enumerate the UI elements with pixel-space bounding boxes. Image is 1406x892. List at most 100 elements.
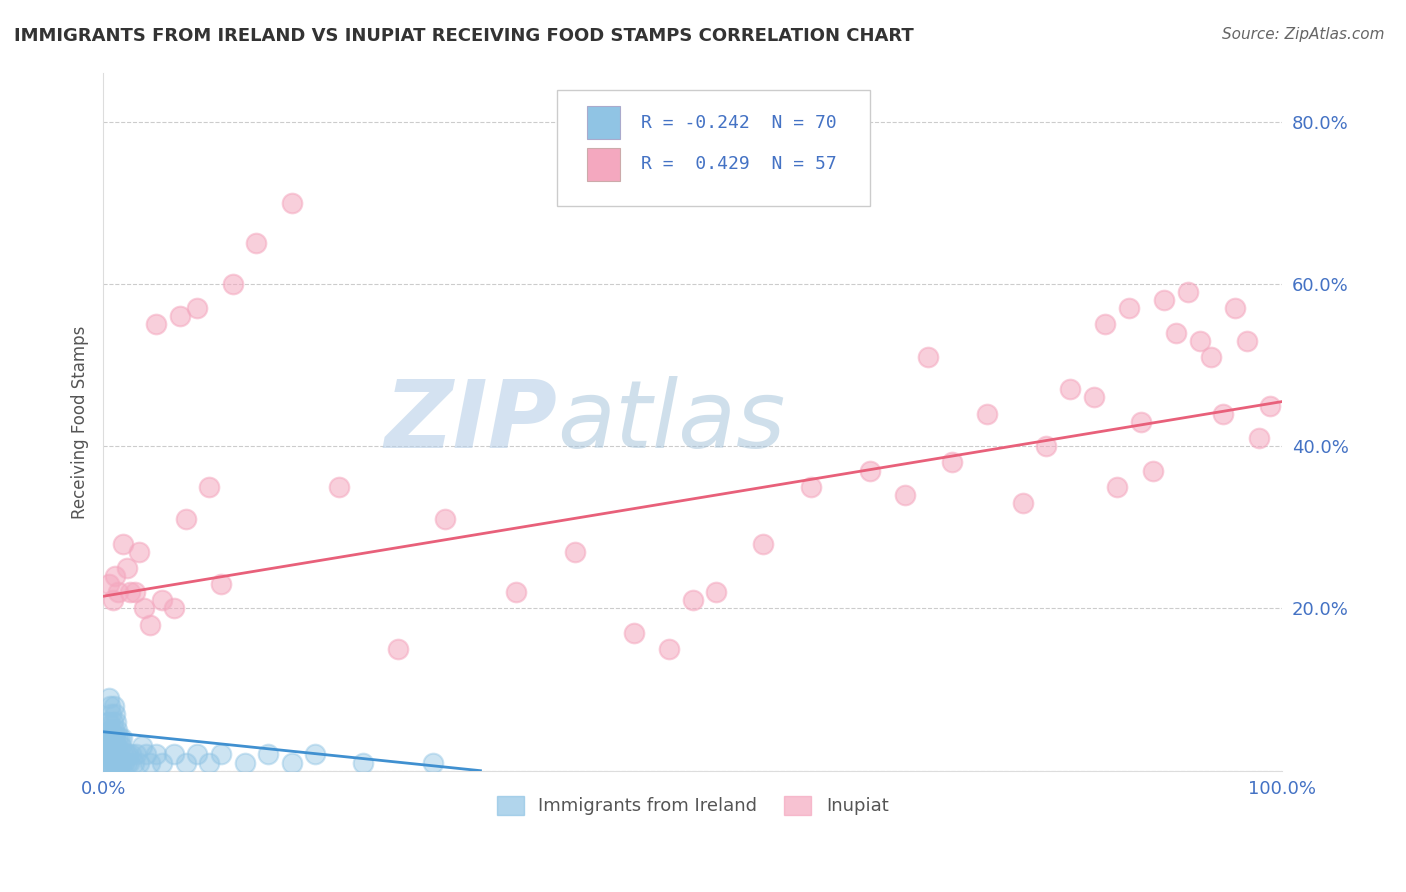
Point (658, 642, 681, 657)
Point (125, 747, 148, 762)
Point (98, 723, 121, 738)
Point (112, 756, 135, 770)
Point (281, 195, 304, 210)
Point (103, 723, 125, 738)
FancyBboxPatch shape (557, 90, 869, 205)
Point (422, 756, 444, 770)
Point (352, 756, 374, 770)
Point (98, 690, 121, 705)
Text: R =  0.429  N = 57: R = 0.429 N = 57 (641, 155, 837, 173)
Point (97, 714, 120, 729)
Point (682, 593, 704, 607)
Point (245, 236, 267, 251)
Point (101, 593, 124, 607)
Point (105, 756, 128, 770)
Point (120, 585, 142, 599)
Text: Source: ZipAtlas.com: Source: ZipAtlas.com (1222, 27, 1385, 42)
Point (387, 642, 409, 657)
Point (139, 617, 162, 632)
Legend: Immigrants from Ireland, Inupiat: Immigrants from Ireland, Inupiat (488, 787, 897, 824)
Point (105, 739, 128, 754)
Point (1118, 301, 1140, 316)
Point (98, 756, 121, 770)
Point (105, 756, 128, 770)
Point (1094, 318, 1116, 332)
Point (110, 756, 132, 770)
Point (115, 561, 138, 575)
Point (103, 698, 125, 713)
Point (97, 739, 120, 754)
Point (222, 277, 245, 291)
Point (1247, 431, 1270, 445)
Point (107, 756, 129, 770)
Point (209, 577, 232, 591)
Point (1059, 383, 1081, 397)
Point (257, 747, 280, 762)
Point (145, 318, 167, 332)
Point (186, 301, 208, 316)
Point (1035, 439, 1057, 453)
Point (104, 747, 127, 762)
Point (174, 512, 197, 526)
Point (434, 512, 457, 526)
Point (150, 756, 173, 770)
Point (1153, 293, 1175, 307)
Point (118, 756, 141, 770)
Point (100, 706, 122, 721)
Point (209, 747, 232, 762)
Point (134, 601, 156, 615)
Point (100, 739, 122, 754)
Point (1129, 415, 1152, 429)
Point (104, 731, 127, 746)
Point (1177, 285, 1199, 299)
Point (112, 747, 135, 762)
Point (135, 747, 157, 762)
Point (122, 756, 145, 770)
Point (704, 585, 727, 599)
Point (103, 739, 125, 754)
Point (110, 739, 132, 754)
Point (1083, 391, 1105, 405)
Point (800, 480, 823, 494)
Point (169, 310, 191, 324)
Point (97, 756, 120, 770)
Y-axis label: Receiving Food Stamps: Receiving Food Stamps (72, 326, 89, 518)
Point (96, 747, 118, 762)
Point (894, 488, 917, 502)
Text: IMMIGRANTS FROM IRELAND VS INUPIAT RECEIVING FOOD STAMPS CORRELATION CHART: IMMIGRANTS FROM IRELAND VS INUPIAT RECEI… (14, 27, 914, 45)
Point (100, 756, 122, 770)
Point (111, 731, 134, 746)
Point (1107, 480, 1129, 494)
Point (623, 625, 645, 640)
Point (100, 723, 122, 738)
Point (150, 593, 173, 607)
Point (328, 480, 350, 494)
Point (101, 747, 124, 762)
Point (105, 723, 128, 738)
Point (101, 731, 124, 746)
Point (98, 698, 121, 713)
Point (1201, 350, 1223, 364)
Point (105, 714, 128, 729)
Text: atlas: atlas (557, 376, 786, 467)
Point (101, 714, 124, 729)
Point (186, 747, 208, 762)
Point (111, 756, 134, 770)
Point (1142, 463, 1164, 477)
Point (233, 756, 256, 770)
FancyBboxPatch shape (586, 106, 620, 139)
Point (98, 747, 121, 762)
Point (115, 756, 138, 770)
Point (128, 756, 150, 770)
Point (124, 585, 146, 599)
Point (105, 739, 128, 754)
Point (752, 536, 775, 550)
Point (98, 739, 121, 754)
Point (96, 731, 118, 746)
Point (163, 747, 186, 762)
Point (108, 756, 131, 770)
Point (112, 536, 135, 550)
Point (103, 756, 125, 770)
Point (505, 585, 527, 599)
Point (198, 756, 221, 770)
